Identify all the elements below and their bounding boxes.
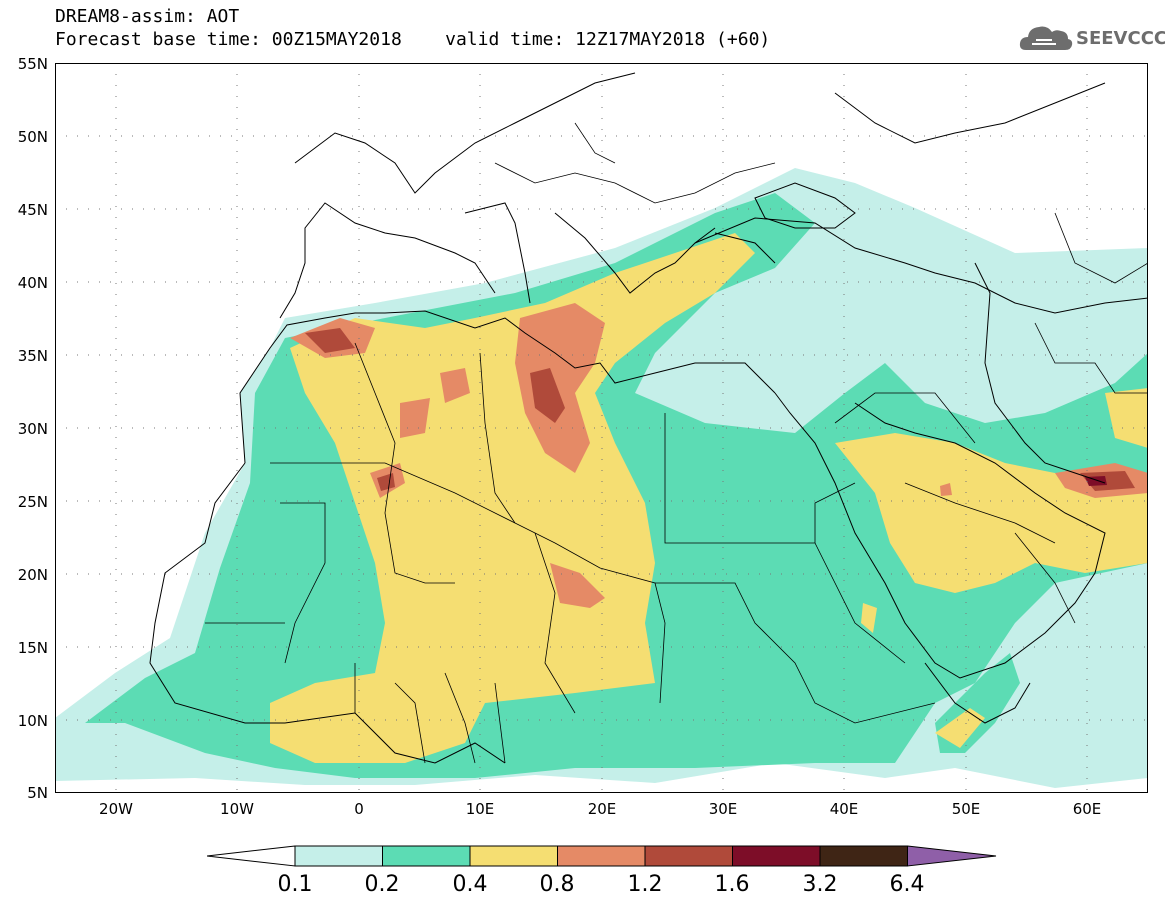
lat-label-45n: 45N <box>17 201 48 219</box>
lat-label-15n: 15N <box>17 639 48 657</box>
lon-label-60e: 60E <box>1072 800 1102 818</box>
seevccc-logo: SEEVCCC <box>1018 22 1165 56</box>
lat-label-10n: 10N <box>17 712 48 730</box>
lon-label-30e: 30E <box>708 800 738 818</box>
colorbar-swatch-6 <box>732 845 821 867</box>
forecast-time-subtitle: Forecast base time: 00Z15MAY2018 valid t… <box>55 29 771 50</box>
colorbar-swatch-8 <box>907 845 997 867</box>
lon-label-10e: 10E <box>465 800 495 818</box>
colorbar-label-0.2: 0.2 <box>364 872 400 897</box>
colorbar-label-1.2: 1.2 <box>627 872 663 897</box>
aot-1.2-1.6-shading <box>305 328 1135 491</box>
lon-label-50e: 50E <box>951 800 981 818</box>
colorbar-label-0.1: 0.1 <box>277 872 313 897</box>
colorbar-swatch-0 <box>206 845 296 867</box>
lat-label-5n: 5N <box>27 784 48 802</box>
map-title: DREAM8-assim: AOT <box>55 6 240 27</box>
aot-field <box>55 63 1148 793</box>
colorbar-swatch-1 <box>294 845 383 867</box>
logo-text: SEEVCCC <box>1076 28 1165 49</box>
aot-colorbar <box>206 843 997 873</box>
lat-label-30n: 30N <box>17 420 48 438</box>
colorbar-swatch-4 <box>557 845 646 867</box>
lat-label-40n: 40N <box>17 274 48 292</box>
lat-label-25n: 25N <box>17 493 48 511</box>
coastlines <box>149 72 1148 764</box>
colorbar-label-0.8: 0.8 <box>539 872 575 897</box>
lon-label-10w: 10W <box>220 800 254 818</box>
aot-map <box>55 63 1148 793</box>
aot-0.4-0.8-shading <box>270 233 1148 763</box>
lon-label-20e: 20E <box>587 800 617 818</box>
colorbar-label-3.2: 3.2 <box>802 872 838 897</box>
lon-label-20w: 20W <box>99 800 133 818</box>
lat-label-20n: 20N <box>17 566 48 584</box>
country-borders <box>205 122 1148 764</box>
colorbar-swatch-5 <box>644 845 733 867</box>
lat-label-50n: 50N <box>17 128 48 146</box>
colorbar-swatch-2 <box>382 845 471 867</box>
cloud-icon <box>1019 26 1073 50</box>
colorbar-swatch-7 <box>819 845 908 867</box>
colorbar-label-6.4: 6.4 <box>889 872 925 897</box>
lon-label-0: 0 <box>354 800 364 818</box>
colorbar-label-0.4: 0.4 <box>452 872 488 897</box>
colorbar-label-1.6: 1.6 <box>714 872 750 897</box>
colorbar-swatches <box>206 845 997 867</box>
lat-label-55n: 55N <box>17 55 48 73</box>
lat-label-35n: 35N <box>17 347 48 365</box>
colorbar-swatch-3 <box>469 845 558 867</box>
lon-label-40e: 40E <box>829 800 859 818</box>
